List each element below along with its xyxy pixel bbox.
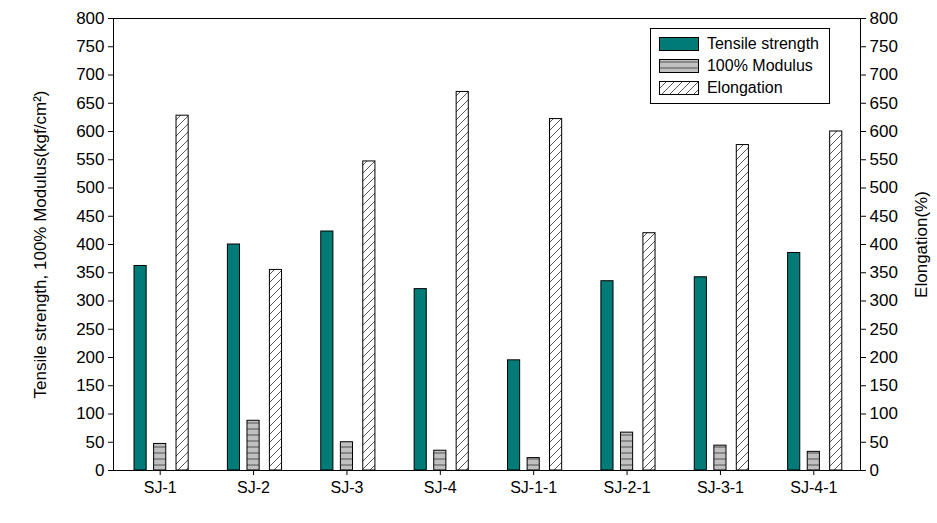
svg-text:800: 800 xyxy=(76,9,104,28)
svg-text:SJ-3: SJ-3 xyxy=(330,479,363,496)
svg-text:650: 650 xyxy=(870,94,898,113)
svg-text:Elongation(%): Elongation(%) xyxy=(912,191,931,298)
svg-text:SJ-2-1: SJ-2-1 xyxy=(604,479,651,496)
svg-text:650: 650 xyxy=(76,94,104,113)
svg-text:550: 550 xyxy=(76,150,104,169)
svg-text:250: 250 xyxy=(76,320,104,339)
svg-text:500: 500 xyxy=(76,178,104,197)
svg-text:0: 0 xyxy=(95,461,104,480)
svg-text:SJ-4: SJ-4 xyxy=(424,479,457,496)
svg-text:700: 700 xyxy=(870,65,898,84)
svg-text:100: 100 xyxy=(76,404,104,423)
svg-text:50: 50 xyxy=(86,433,105,452)
svg-text:400: 400 xyxy=(76,235,104,254)
svg-text:450: 450 xyxy=(76,207,104,226)
svg-text:SJ-4-1: SJ-4-1 xyxy=(790,479,837,496)
svg-text:Tensile strength, 100% Modulus: Tensile strength, 100% Modulus(kgf/cm²) xyxy=(31,90,50,398)
svg-text:150: 150 xyxy=(870,376,898,395)
svg-text:0: 0 xyxy=(870,461,879,480)
svg-text:350: 350 xyxy=(870,263,898,282)
svg-text:500: 500 xyxy=(870,178,898,197)
svg-text:600: 600 xyxy=(76,122,104,141)
svg-text:800: 800 xyxy=(870,9,898,28)
svg-text:300: 300 xyxy=(870,291,898,310)
svg-text:200: 200 xyxy=(76,348,104,367)
svg-text:100: 100 xyxy=(870,404,898,423)
svg-text:50: 50 xyxy=(870,433,889,452)
svg-text:SJ-1: SJ-1 xyxy=(144,479,177,496)
svg-text:600: 600 xyxy=(870,122,898,141)
svg-text:550: 550 xyxy=(870,150,898,169)
html-text:Elongation: Elongation xyxy=(706,79,783,96)
svg-text:300: 300 xyxy=(76,291,104,310)
svg-text:400: 400 xyxy=(870,235,898,254)
svg-text:350: 350 xyxy=(76,263,104,282)
svg-text:250: 250 xyxy=(870,320,898,339)
svg-text:750: 750 xyxy=(870,37,898,56)
svg-text:SJ-2: SJ-2 xyxy=(237,479,270,496)
html-text:100% Modulus: 100% Modulus xyxy=(706,57,813,74)
svg-text:700: 700 xyxy=(76,65,104,84)
html-text:Tensile strength: Tensile strength xyxy=(706,35,819,52)
svg-text:SJ-3-1: SJ-3-1 xyxy=(697,479,744,496)
svg-text:200: 200 xyxy=(870,348,898,367)
svg-text:450: 450 xyxy=(870,207,898,226)
svg-text:SJ-1-1: SJ-1-1 xyxy=(510,479,557,496)
svg-text:750: 750 xyxy=(76,37,104,56)
svg-text:150: 150 xyxy=(76,376,104,395)
